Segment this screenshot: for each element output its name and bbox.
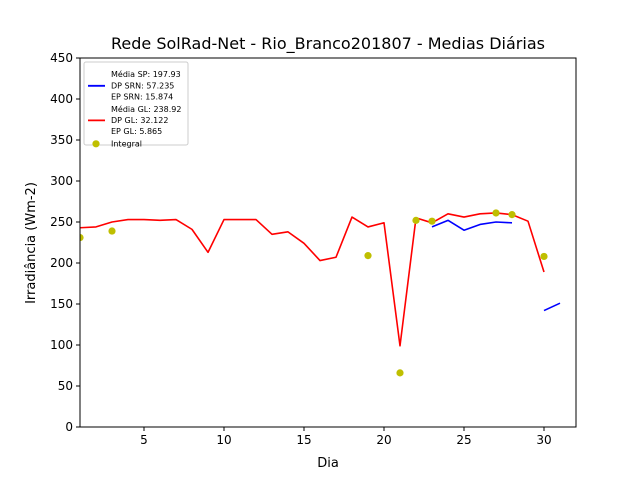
legend-entry-0-line-2: EP SRN: 15.874 (111, 93, 173, 102)
y-tick-label: 50 (58, 379, 73, 393)
y-tick-label: 100 (50, 338, 73, 352)
y-tick-label: 450 (50, 51, 73, 65)
integral-point (80, 233, 84, 242)
axes-frame (79, 57, 577, 428)
x-tick-label: 5 (140, 433, 148, 447)
y-tick-label: 250 (50, 215, 73, 229)
series-1-line-0 (80, 212, 545, 347)
series-0-line-0 (431, 219, 513, 231)
x-tick-label: 15 (296, 433, 311, 447)
legend-swatch-2 (92, 140, 100, 148)
legend-box (83, 61, 189, 146)
legend-entry-1-line-0: Média GL: 238.92 (111, 104, 181, 114)
plot-marks (80, 209, 561, 377)
legend: Média SP: 197.93 DP SRN: 57.235 EP SRN: 15… (83, 61, 189, 148)
legend-entry-2-line-0: Integral (111, 139, 142, 148)
integral-point (428, 217, 436, 225)
y-tick-label: 150 (50, 297, 73, 311)
y-tick-label: 0 (65, 420, 73, 434)
legend-entry-0-line-0: Média SP: 197.93 (111, 69, 181, 79)
legend-entry-1-line-2: EP GL: 5.865 (111, 127, 162, 136)
integral-point (412, 216, 420, 224)
x-axis-label: Dia (317, 456, 339, 471)
integral-point (396, 369, 404, 377)
integral-point (508, 211, 516, 219)
integral-point (492, 209, 500, 217)
x-tick-label: 30 (536, 433, 551, 447)
y-tick-label: 300 (50, 174, 73, 188)
legend-entry-0-line-1: DP SRN: 57.235 (111, 81, 174, 90)
legend-entry-1-line-1: DP GL: 32.122 (111, 116, 168, 125)
chart-title: Rede SolRad-Net - Rio_Branco201807 - Med… (111, 34, 545, 54)
x-tick-label: 20 (376, 433, 391, 447)
x-tick-label: 25 (456, 433, 471, 447)
integral-point (364, 252, 372, 260)
integral-point (540, 252, 548, 261)
integral-point (108, 227, 116, 235)
y-axis-label: Irradiância (Wm-2) (24, 182, 39, 304)
y-tick-label: 200 (50, 256, 73, 270)
y-tick-label: 350 (50, 133, 73, 147)
x-tick-label: 10 (216, 433, 231, 447)
series-0-line-1 (543, 302, 561, 312)
y-tick-label: 400 (50, 92, 73, 106)
